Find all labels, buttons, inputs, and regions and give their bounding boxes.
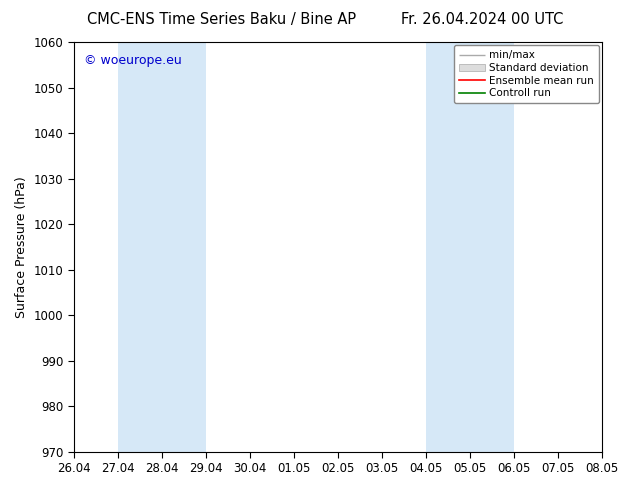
Text: CMC-ENS Time Series Baku / Bine AP: CMC-ENS Time Series Baku / Bine AP <box>87 12 356 27</box>
Text: © woeurope.eu: © woeurope.eu <box>84 54 182 67</box>
Bar <box>426 42 514 452</box>
Text: Fr. 26.04.2024 00 UTC: Fr. 26.04.2024 00 UTC <box>401 12 563 27</box>
Legend: min/max, Standard deviation, Ensemble mean run, Controll run: min/max, Standard deviation, Ensemble me… <box>454 45 599 103</box>
Y-axis label: Surface Pressure (hPa): Surface Pressure (hPa) <box>15 176 28 318</box>
Bar <box>118 42 206 452</box>
